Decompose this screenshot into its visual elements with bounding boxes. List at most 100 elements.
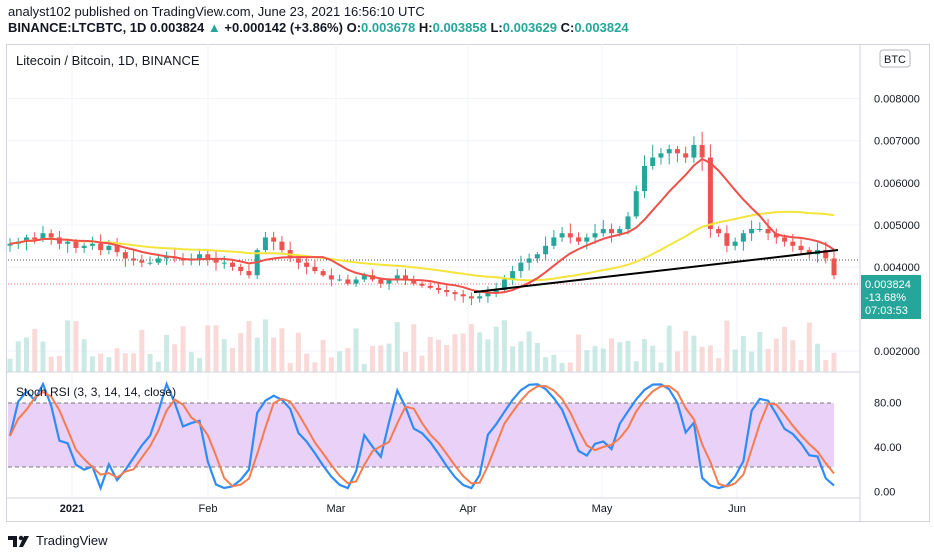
volume-bar: [584, 350, 590, 372]
candle-body: [122, 252, 128, 259]
volume-bar: [386, 343, 392, 372]
volume-bar: [271, 337, 277, 372]
volume-bar: [691, 335, 697, 372]
close-label: C:: [560, 20, 575, 35]
price-tag: [861, 275, 921, 319]
volume-bar: [106, 357, 112, 372]
volume-bar: [749, 351, 755, 372]
candle-body: [48, 233, 54, 238]
candle-body: [592, 233, 598, 238]
trendline: [473, 249, 839, 294]
currency-badge-label[interactable]: BTC: [884, 54, 906, 66]
candle-body: [337, 279, 343, 281]
volume-bar: [435, 339, 441, 372]
candle-body: [740, 233, 746, 242]
rsi-tick-label: 40.00: [874, 442, 902, 454]
symbol-label: BINANCE:LTCBTC, 1D: [8, 20, 147, 35]
candle-body: [427, 285, 433, 288]
volume-bar: [172, 344, 178, 372]
candle-body: [658, 153, 664, 158]
candle-body: [765, 229, 771, 234]
candle-body: [139, 260, 145, 263]
volume-bar: [122, 353, 128, 372]
candle-body: [262, 237, 268, 251]
volume-bar: [361, 363, 367, 372]
volume-bar: [543, 357, 549, 372]
low-label: L:: [490, 20, 503, 35]
candle-body: [98, 243, 104, 251]
candle-body: [65, 241, 71, 244]
candle-body: [617, 229, 623, 234]
ma-fast-line: [9, 157, 835, 295]
candle-body: [419, 283, 425, 286]
change-arrow-icon: ▲: [207, 20, 221, 35]
volume-bar: [510, 346, 516, 372]
stoch-d-line: [9, 384, 835, 488]
volume-bar: [131, 353, 137, 372]
volume-bar: [262, 319, 268, 372]
volume-bar: [831, 352, 837, 372]
volume-bar: [658, 362, 664, 372]
tradingview-brand[interactable]: TradingView: [8, 533, 108, 548]
volume-bar: [493, 326, 499, 372]
volume-bar: [411, 324, 417, 372]
volume-bar: [477, 332, 483, 372]
publish-line: analyst102 published on TradingView.com,…: [8, 4, 425, 19]
volume-bar: [699, 346, 705, 372]
volume-bar: [7, 358, 13, 372]
volume-bar: [378, 345, 384, 372]
volume-bar: [427, 336, 433, 372]
volume-bar: [205, 325, 211, 372]
candle-body: [345, 279, 351, 284]
close-value: 0.003824: [574, 20, 629, 35]
volume-bar: [98, 353, 104, 372]
candle-body: [328, 275, 334, 280]
time-tick-label: Apr: [459, 503, 476, 515]
candle-body: [806, 250, 812, 255]
candle-body: [164, 256, 170, 259]
volume-bar: [320, 339, 326, 372]
volume-bar: [815, 343, 821, 372]
candle-body: [197, 254, 203, 259]
time-tick-label: Jun: [728, 503, 746, 515]
candle-body: [394, 275, 400, 280]
volume-bar: [724, 320, 730, 372]
candle-body: [271, 237, 277, 242]
time-tick-label: Feb: [199, 503, 218, 515]
candle-body: [782, 237, 788, 242]
candle-body: [312, 266, 318, 272]
candle-body: [485, 292, 491, 297]
volume-bar: [229, 347, 235, 372]
price-tick-label: 0.005000: [874, 220, 920, 232]
candle-body: [823, 250, 829, 259]
volume-bar: [246, 320, 252, 372]
candles: [7, 131, 837, 306]
volume-bar: [73, 320, 79, 372]
stoch-k-line: [8, 380, 835, 492]
volume-bar: [370, 345, 376, 372]
volume-bar: [823, 360, 829, 372]
volume-bar: [139, 329, 145, 372]
volume-bar: [526, 331, 532, 372]
candle-body: [320, 271, 326, 276]
candle-body: [493, 290, 499, 293]
volume-bars: [7, 319, 837, 372]
candle-body: [114, 245, 120, 253]
candle-body: [625, 216, 631, 230]
rsi-tick-label: 0.00: [874, 486, 895, 498]
candle-body: [213, 258, 219, 263]
candle-body: [831, 258, 837, 276]
candle-body: [452, 292, 458, 295]
volume-bar: [625, 341, 631, 372]
candle-body: [609, 229, 615, 234]
volume-bar: [254, 337, 260, 372]
volume-bar: [147, 353, 153, 372]
volume-bar: [312, 362, 318, 372]
volume-bar: [765, 348, 771, 372]
volume-bar: [15, 341, 21, 372]
candle-body: [279, 241, 285, 251]
candle-body: [460, 294, 466, 297]
candle-body: [691, 144, 697, 158]
candle-body: [600, 229, 606, 234]
